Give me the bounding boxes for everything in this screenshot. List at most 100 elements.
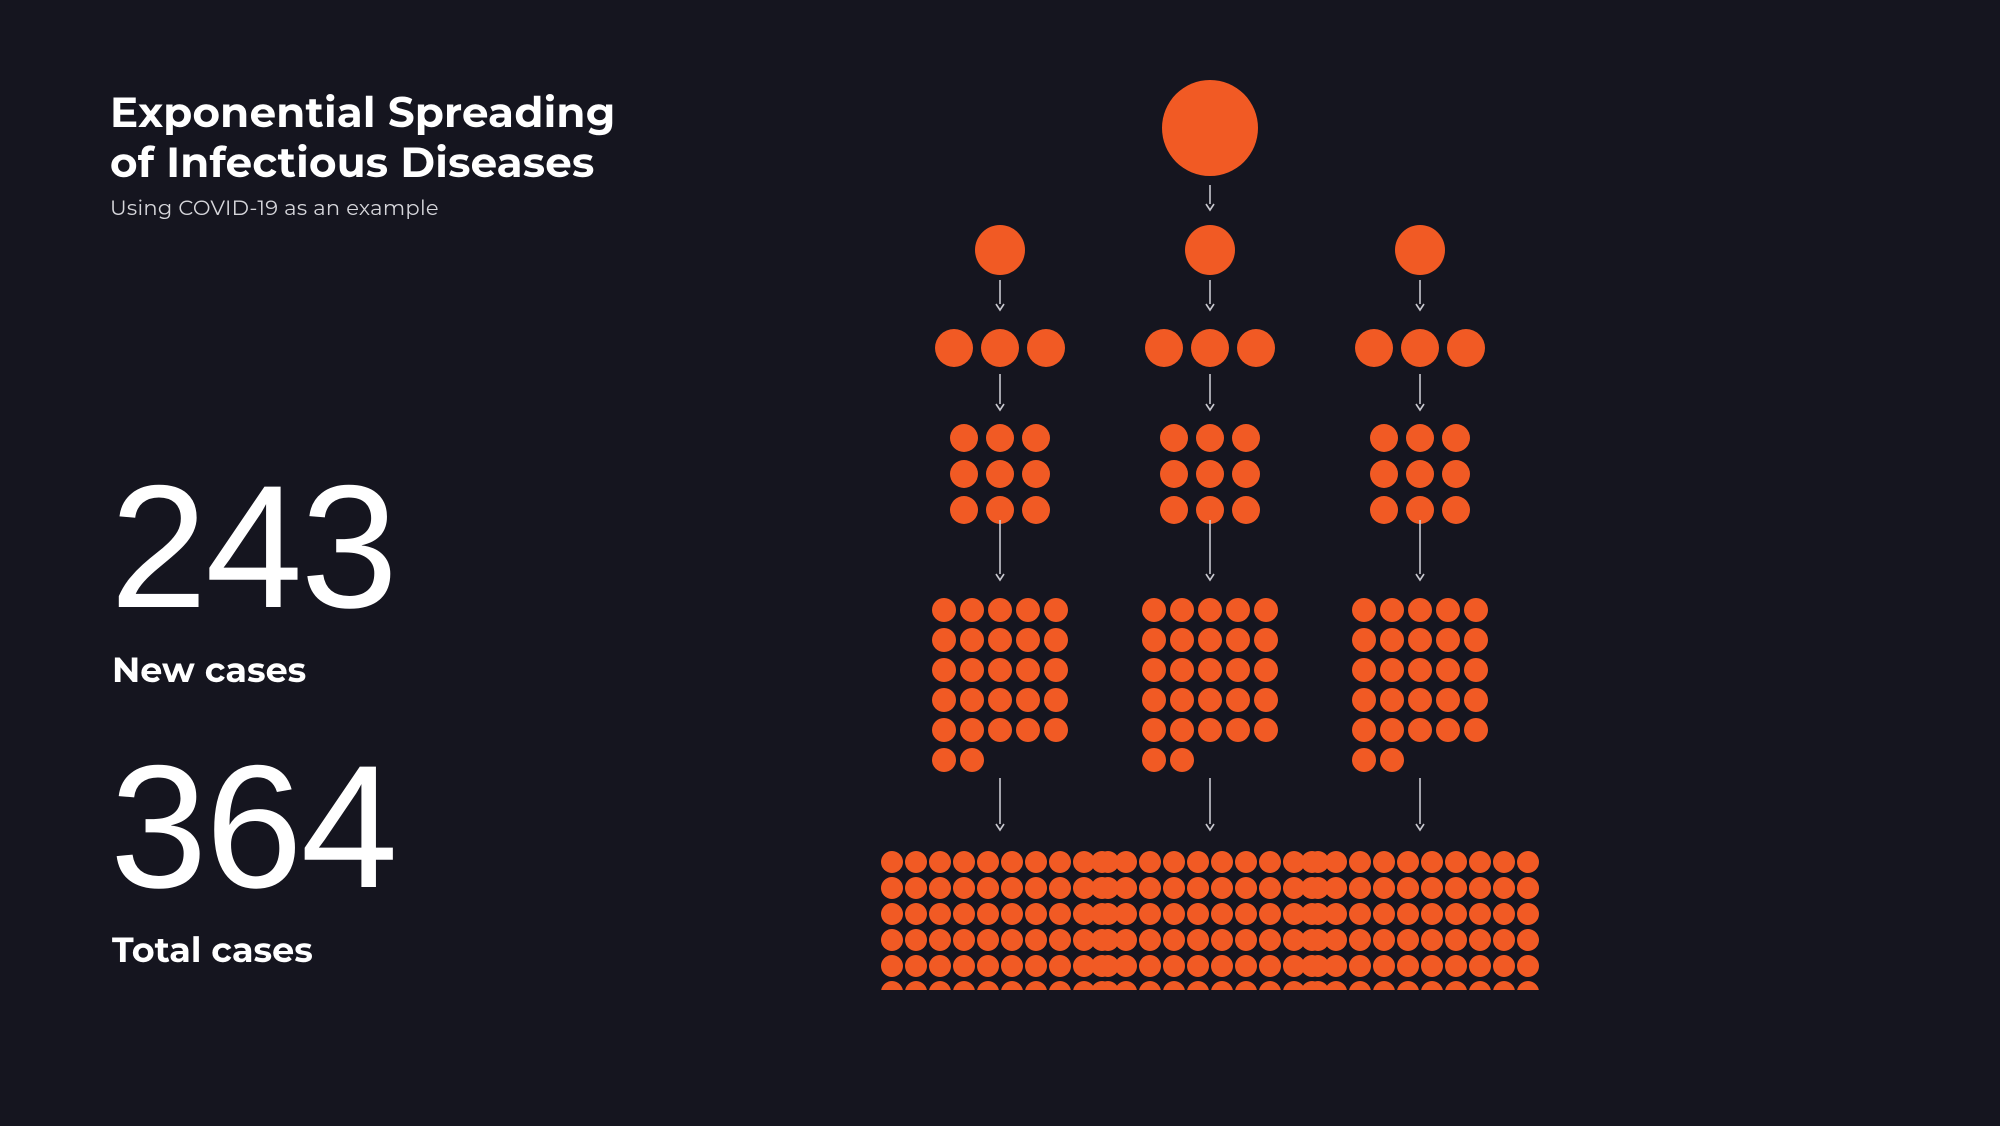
level5-node — [1235, 955, 1257, 977]
level5-node — [1163, 955, 1185, 977]
level5-node — [1421, 851, 1443, 873]
arrow-l4 — [1416, 778, 1424, 830]
level5-node — [1397, 877, 1419, 899]
level4-node — [1142, 688, 1166, 712]
level5-node — [1445, 929, 1467, 951]
level3-node — [1022, 460, 1050, 488]
level5-node — [1163, 903, 1185, 925]
level4-node — [1016, 658, 1040, 682]
arrow-l2 — [1206, 374, 1214, 410]
level4-node — [1408, 718, 1432, 742]
level5-node — [1049, 877, 1071, 899]
level5-node — [1187, 851, 1209, 873]
level4-node — [1170, 598, 1194, 622]
level5-node — [1445, 877, 1467, 899]
level4-node — [1170, 748, 1194, 772]
level5-node — [1187, 877, 1209, 899]
level5-node — [1001, 929, 1023, 951]
page-subtitle: Using COVID-19 as an example — [110, 196, 439, 221]
level5-node — [1211, 929, 1233, 951]
level3-node — [950, 424, 978, 452]
level5-node — [1025, 981, 1047, 990]
level4-node — [1464, 688, 1488, 712]
level5-node — [1001, 981, 1023, 990]
new-cases-label: New cases — [112, 648, 306, 691]
level4-node — [1142, 658, 1166, 682]
level4-node — [1380, 688, 1404, 712]
level5-node — [1421, 877, 1443, 899]
level5-node — [881, 851, 903, 873]
level4-node — [988, 658, 1012, 682]
level5-node — [977, 929, 999, 951]
arrow-l1 — [1206, 280, 1214, 310]
level5-node — [1049, 903, 1071, 925]
level5-node — [1397, 981, 1419, 990]
level5-node — [1001, 903, 1023, 925]
level5-node — [1115, 877, 1137, 899]
level4-node — [1408, 688, 1432, 712]
level3-node — [1160, 424, 1188, 452]
level4-node — [960, 598, 984, 622]
level4-node — [1380, 598, 1404, 622]
level2-node — [935, 329, 973, 367]
level4-node — [932, 658, 956, 682]
level5-node — [1301, 929, 1323, 951]
new-cases-value: 243 — [110, 460, 396, 635]
level5-node — [1469, 981, 1491, 990]
level3-node — [1442, 460, 1470, 488]
level5-node — [977, 955, 999, 977]
level5-node — [1349, 851, 1371, 873]
level5-node — [1517, 955, 1539, 977]
level5-node — [1469, 851, 1491, 873]
level4-node — [1254, 688, 1278, 712]
level5-node — [905, 851, 927, 873]
level4-node — [988, 628, 1012, 652]
level4-node — [960, 718, 984, 742]
level2-node — [1447, 329, 1485, 367]
level4-node — [1044, 658, 1068, 682]
level2-node — [1027, 329, 1065, 367]
level5-node — [1235, 981, 1257, 990]
level4-node — [1170, 658, 1194, 682]
level5-node — [1187, 929, 1209, 951]
level4-node — [1464, 658, 1488, 682]
level4-node — [1380, 628, 1404, 652]
level5-node — [905, 903, 927, 925]
total-cases-value: 364 — [110, 740, 396, 915]
level3-node — [1232, 424, 1260, 452]
level5-node — [1349, 955, 1371, 977]
level4-node — [1198, 598, 1222, 622]
level4-node — [1254, 658, 1278, 682]
level5-node — [1349, 877, 1371, 899]
level5-node — [1445, 903, 1467, 925]
level5-node — [1259, 929, 1281, 951]
level3-node — [1022, 424, 1050, 452]
level5-node — [1211, 955, 1233, 977]
level5-node — [929, 877, 951, 899]
level4-node — [1352, 628, 1376, 652]
level5-node — [1001, 851, 1023, 873]
level5-node — [1397, 851, 1419, 873]
level4-node — [932, 718, 956, 742]
level5-node — [1091, 851, 1113, 873]
level5-node — [1025, 955, 1047, 977]
arrow-l4 — [1206, 778, 1214, 830]
level4-node — [1254, 718, 1278, 742]
level5-node — [1115, 851, 1137, 873]
level5-node — [929, 955, 951, 977]
level4-node — [1380, 748, 1404, 772]
level5-node — [1211, 903, 1233, 925]
level5-node — [1025, 929, 1047, 951]
level5-node — [977, 877, 999, 899]
level5-node — [1301, 851, 1323, 873]
level5-node — [1349, 981, 1371, 990]
level1-node — [1395, 225, 1445, 275]
level4-node — [932, 628, 956, 652]
level5-node — [1235, 903, 1257, 925]
level5-node — [1001, 877, 1023, 899]
level5-node — [881, 903, 903, 925]
level4-node — [960, 628, 984, 652]
level5-node — [1139, 851, 1161, 873]
level5-node — [1325, 929, 1347, 951]
level5-node — [1163, 877, 1185, 899]
